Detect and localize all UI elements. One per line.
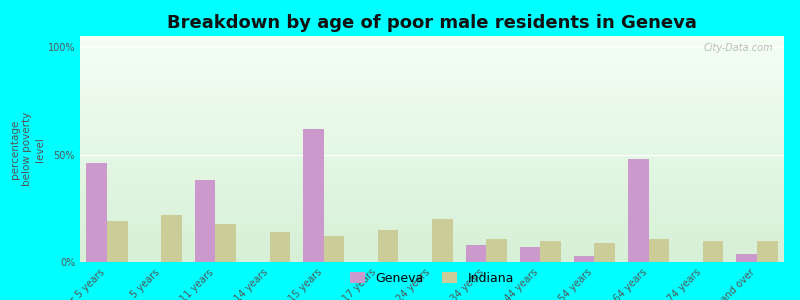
Bar (628, 159, 649, 262)
Bar (574, 256, 594, 262)
Y-axis label: percentage
below poverty
level: percentage below poverty level (10, 112, 45, 186)
Bar (86, 163, 107, 262)
Bar (594, 243, 615, 262)
Bar (215, 224, 236, 262)
Bar (649, 238, 669, 262)
Bar (270, 232, 290, 262)
Bar (107, 221, 128, 262)
Title: Breakdown by age of poor male residents in Geneva: Breakdown by age of poor male residents … (167, 14, 697, 32)
Bar (702, 241, 723, 262)
Bar (736, 254, 757, 262)
Bar (540, 241, 561, 262)
Bar (324, 236, 344, 262)
Bar (378, 230, 398, 262)
Bar (486, 238, 506, 262)
Bar (162, 215, 182, 262)
Bar (195, 180, 215, 262)
Bar (520, 247, 540, 262)
Bar (466, 245, 486, 262)
Bar (757, 241, 778, 262)
Text: City-Data.com: City-Data.com (704, 43, 774, 53)
Bar (303, 129, 324, 262)
Bar (432, 219, 453, 262)
Legend: Geneva, Indiana: Geneva, Indiana (346, 267, 518, 290)
